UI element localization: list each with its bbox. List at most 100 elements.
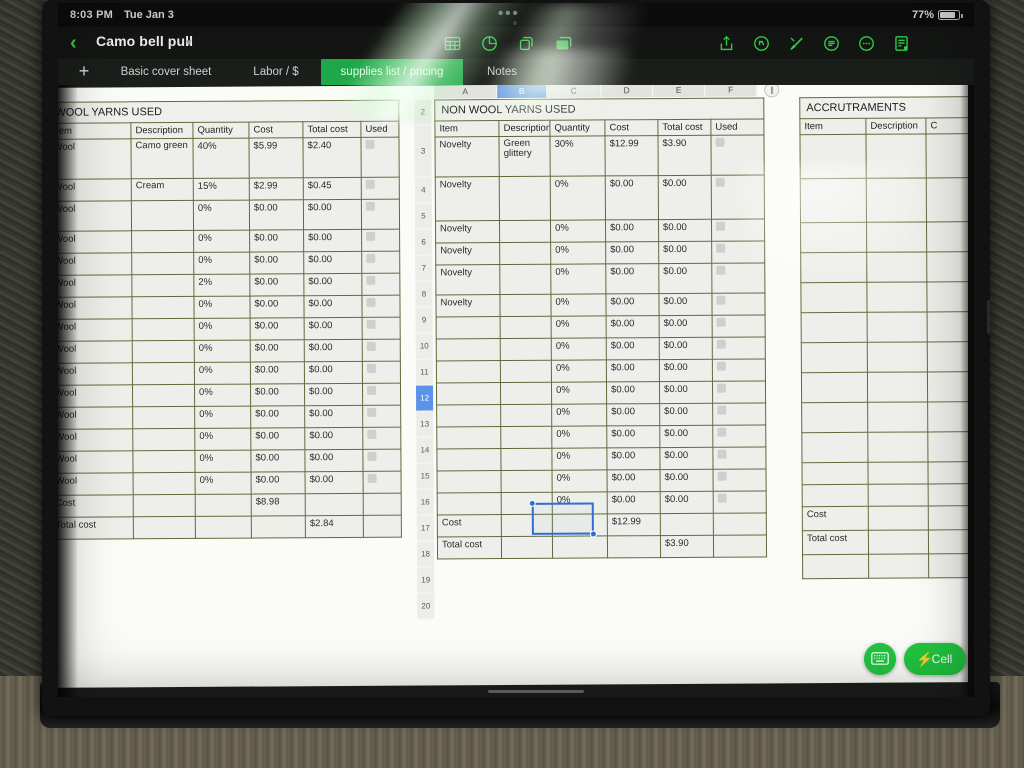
row-header-4[interactable]: 4: [414, 177, 432, 204]
cell-total-cost[interactable]: $0.00: [658, 293, 713, 316]
cell-description[interactable]: [499, 242, 551, 265]
column-header-cost[interactable]: Cost: [248, 121, 303, 139]
cell-blank[interactable]: [195, 516, 252, 539]
cell-button[interactable]: ⚡ Cell: [904, 643, 966, 675]
home-indicator[interactable]: [488, 690, 584, 693]
cell-summary-label[interactable]: Total cost: [58, 516, 134, 540]
cell-cost[interactable]: $2.99: [249, 177, 304, 201]
cell-used[interactable]: [362, 427, 401, 450]
cell-quantity[interactable]: 40%: [192, 138, 250, 179]
cell-item[interactable]: Wool: [58, 472, 134, 496]
cell-total-cost[interactable]: $0.00: [304, 361, 363, 384]
cell-item[interactable]: [436, 360, 501, 383]
used-checkbox[interactable]: [717, 493, 727, 503]
table-row[interactable]: Wool 0% $0.00 $0.00: [58, 427, 401, 452]
cell-cost[interactable]: $0.00: [250, 449, 306, 473]
table-row[interactable]: [802, 553, 974, 579]
cell-used[interactable]: [710, 134, 765, 176]
cell-item[interactable]: [801, 312, 868, 343]
cell-used[interactable]: [362, 339, 401, 362]
table-row[interactable]: Novelty 0% $0.00 $0.00: [435, 292, 766, 317]
cell-quantity[interactable]: 0%: [194, 340, 251, 363]
cell-cost[interactable]: [925, 133, 974, 178]
table-row[interactable]: [801, 341, 974, 373]
column-header-used[interactable]: Used: [360, 121, 400, 138]
cell-description[interactable]: [132, 450, 196, 473]
table-row[interactable]: 0% $0.00 $0.00: [436, 446, 767, 471]
cell-quantity[interactable]: 0%: [551, 403, 607, 427]
cell-blank[interactable]: [363, 515, 402, 538]
format-brush-icon[interactable]: [787, 34, 806, 53]
cell-total-cost[interactable]: $3.90: [657, 135, 712, 176]
cell-cost[interactable]: $0.00: [605, 219, 659, 242]
cell-item[interactable]: Wool: [58, 230, 132, 254]
cell-total-cost[interactable]: $0.00: [658, 263, 712, 294]
cell-total-cost[interactable]: $0.00: [303, 199, 362, 230]
cell-description[interactable]: [867, 371, 928, 403]
cell-item[interactable]: Wool: [58, 450, 134, 474]
cell-description[interactable]: [501, 470, 553, 493]
cell-summary-label[interactable]: Total cost: [437, 536, 502, 559]
column-header-used[interactable]: Used: [710, 118, 764, 136]
cell-item[interactable]: [800, 252, 867, 283]
sheet-canvas[interactable]: A B C D E F || 2 3 4 5 6: [58, 85, 974, 697]
cell-description[interactable]: [499, 264, 551, 295]
used-checkbox[interactable]: [716, 317, 726, 327]
cell-cost[interactable]: $0.00: [250, 361, 305, 385]
table-row[interactable]: [800, 221, 974, 253]
cell-item[interactable]: [436, 338, 501, 361]
cell-cost[interactable]: $0.00: [249, 199, 304, 231]
cell-description[interactable]: [132, 428, 195, 451]
cell-item[interactable]: Wool: [58, 406, 133, 430]
cell-summary-total-cost[interactable]: $2.84: [305, 515, 364, 538]
cell-item[interactable]: [801, 462, 869, 485]
cell-quantity[interactable]: 0%: [193, 296, 251, 319]
cell-summary-label[interactable]: Total cost: [802, 530, 869, 555]
selected-cell-B12[interactable]: [528, 499, 597, 538]
table-row[interactable]: [800, 281, 974, 313]
cell-description[interactable]: [133, 472, 196, 495]
cell-cost[interactable]: $0.00: [249, 229, 304, 253]
used-checkbox[interactable]: [716, 383, 726, 393]
cell-total-cost[interactable]: $0.00: [660, 491, 714, 514]
row-header-16[interactable]: 16: [416, 489, 434, 516]
cell-summary-total-cost[interactable]: $3.90: [660, 535, 714, 558]
cell-blank[interactable]: [195, 494, 252, 517]
cell-summary-total-cost[interactable]: [660, 513, 714, 536]
table-row[interactable]: Novelty 0% $0.00 $0.00: [435, 262, 765, 295]
cell-item[interactable]: [437, 470, 502, 493]
used-checkbox[interactable]: [366, 297, 376, 307]
column-header-cost[interactable]: Cost: [604, 119, 658, 136]
cell-cost[interactable]: [926, 281, 974, 312]
cell-cost[interactable]: $0.00: [607, 469, 661, 492]
cell-description[interactable]: [867, 401, 928, 433]
cell-item[interactable]: [800, 222, 867, 253]
undo-icon[interactable]: [752, 34, 771, 53]
cell-item[interactable]: Wool: [58, 200, 132, 232]
table-row[interactable]: [801, 431, 974, 463]
cell-item[interactable]: [801, 432, 868, 463]
cell-total-cost[interactable]: $0.00: [304, 317, 363, 340]
cell-used[interactable]: [362, 361, 401, 384]
table-row[interactable]: 0% $0.00 $0.00: [437, 490, 767, 515]
cell-quantity[interactable]: 0%: [193, 230, 250, 253]
column-header-description[interactable]: Description: [865, 117, 926, 135]
cell-item[interactable]: [800, 178, 867, 223]
cell-total-cost[interactable]: $0.00: [304, 405, 363, 428]
table-summary-row[interactable]: Cost: [802, 505, 974, 531]
used-checkbox[interactable]: [366, 319, 376, 329]
cell-quantity[interactable]: 0%: [550, 219, 606, 243]
sheet-tab-basic-cover-sheet[interactable]: Basic cover sheet: [120, 66, 212, 78]
cell-cost[interactable]: $0.00: [250, 339, 305, 363]
cell-quantity[interactable]: 0%: [550, 175, 606, 221]
table-row[interactable]: Wool 0% $0.00 $0.00: [58, 199, 400, 232]
cell-summary-cost[interactable]: $8.98: [251, 493, 306, 517]
cell-item[interactable]: Novelty: [435, 294, 501, 317]
cell-cost[interactable]: $0.00: [605, 241, 659, 264]
cell-total-cost[interactable]: $0.00: [659, 403, 713, 426]
cell-description[interactable]: [499, 220, 551, 243]
cell-item[interactable]: [436, 404, 501, 427]
cell-used[interactable]: [711, 262, 765, 294]
cell-cost[interactable]: $0.00: [606, 337, 660, 360]
cell-quantity[interactable]: 0%: [552, 469, 608, 493]
